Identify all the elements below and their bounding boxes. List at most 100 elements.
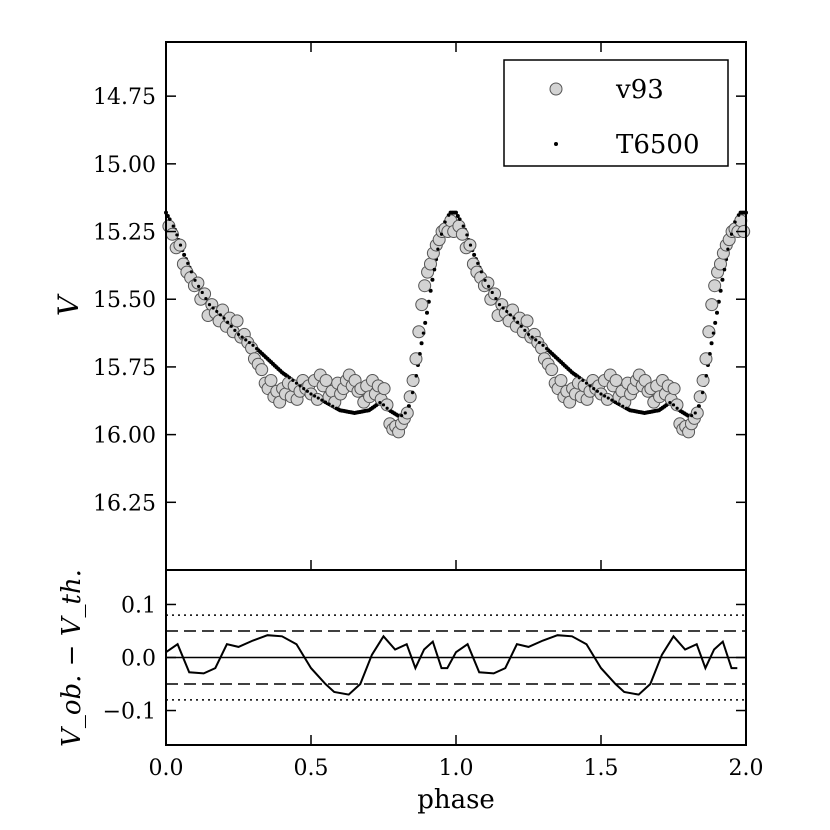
model-point: [465, 233, 469, 237]
model-point: [349, 410, 353, 414]
y-tick-label: 0.0: [121, 647, 156, 672]
observed-point: [690, 406, 704, 420]
model-point: [363, 409, 367, 413]
model-point: [403, 411, 407, 415]
model-point: [374, 403, 378, 407]
model-point: [668, 401, 672, 405]
model-point: [675, 406, 679, 410]
model-point: [512, 316, 516, 320]
model-point: [722, 267, 726, 272]
model-point: [418, 352, 422, 356]
model-point: [581, 378, 585, 383]
model-point: [432, 267, 436, 272]
model-point: [345, 410, 349, 414]
observed-point: [705, 298, 719, 312]
y-tick-label: 15.50: [93, 288, 156, 313]
model-point: [419, 341, 424, 346]
model-point: [516, 320, 520, 324]
observed-point: [702, 325, 716, 339]
model-point: [255, 347, 259, 351]
model-point: [247, 340, 251, 345]
model-point: [168, 217, 172, 221]
y-tick-label: 16.25: [93, 491, 156, 516]
model-point: [523, 328, 527, 332]
observed-point: [409, 352, 423, 366]
model-point: [222, 316, 226, 320]
model-point: [487, 284, 491, 288]
observed-point: [380, 398, 394, 412]
model-point: [193, 278, 197, 282]
model-point: [548, 350, 552, 354]
model-point: [407, 404, 411, 408]
model-point: [276, 367, 280, 371]
model-point: [715, 311, 719, 315]
model-point: [494, 296, 498, 301]
observed-point: [699, 352, 713, 366]
model-point: [251, 343, 255, 347]
x-axis-label: phase: [417, 785, 495, 815]
model-point: [624, 406, 628, 410]
model-point: [606, 396, 610, 400]
model-point: [439, 232, 444, 236]
legend-label-T6500: T6500: [616, 130, 700, 160]
y-tick-label: 15.25: [93, 221, 156, 246]
observed-point: [455, 227, 469, 241]
model-point: [182, 253, 186, 257]
model-point: [458, 217, 462, 221]
observed-point: [734, 214, 748, 228]
model-point: [367, 408, 371, 412]
model-point: [371, 406, 375, 410]
model-point: [305, 389, 309, 393]
observed-point: [198, 287, 212, 301]
observed-point: [319, 373, 333, 387]
model-point: [327, 402, 331, 406]
model-point: [211, 306, 215, 310]
y-tick-label: −0.1: [103, 700, 156, 725]
residual-line: [165, 634, 738, 696]
model-point: [508, 313, 512, 317]
model-point: [686, 414, 690, 418]
model-point: [711, 331, 715, 335]
model-point: [262, 353, 266, 358]
model-point: [378, 401, 382, 405]
model-point: [385, 406, 389, 410]
model-point: [204, 296, 208, 301]
model-point: [697, 404, 701, 408]
model-point: [595, 389, 599, 393]
observed-point: [708, 279, 722, 293]
x-tick-label: 2.0: [729, 756, 764, 781]
model-point: [338, 408, 342, 412]
model-point: [566, 367, 570, 371]
model-point: [400, 414, 404, 418]
model-point: [240, 335, 244, 339]
observed-point: [415, 298, 429, 312]
model-point: [472, 253, 476, 257]
model-point: [233, 328, 237, 332]
y-tick-label: 15.00: [93, 153, 156, 178]
model-point: [429, 289, 433, 293]
model-point: [430, 277, 435, 282]
model-point: [737, 213, 741, 217]
model-point: [490, 290, 494, 295]
y-tick-label: 16.00: [93, 424, 156, 449]
legend-box: [503, 59, 729, 167]
model-point: [280, 370, 284, 374]
model-point: [726, 247, 730, 251]
x-tick-label: 0.0: [149, 756, 184, 781]
model-point: [443, 220, 447, 224]
observed-point: [412, 325, 426, 339]
model-point: [352, 411, 357, 415]
observed-point: [667, 382, 681, 396]
model-point: [476, 261, 480, 265]
y-tick-label: 15.75: [93, 356, 156, 381]
model-point: [733, 220, 737, 224]
observed-point: [377, 382, 391, 396]
model-point: [555, 357, 560, 361]
model-point: [356, 410, 360, 414]
model-point: [298, 384, 302, 388]
observed-point: [609, 373, 623, 387]
model-point: [226, 320, 230, 324]
legend: v93 T6500: [503, 59, 729, 167]
model-point: [646, 410, 650, 414]
model-point: [175, 233, 179, 237]
